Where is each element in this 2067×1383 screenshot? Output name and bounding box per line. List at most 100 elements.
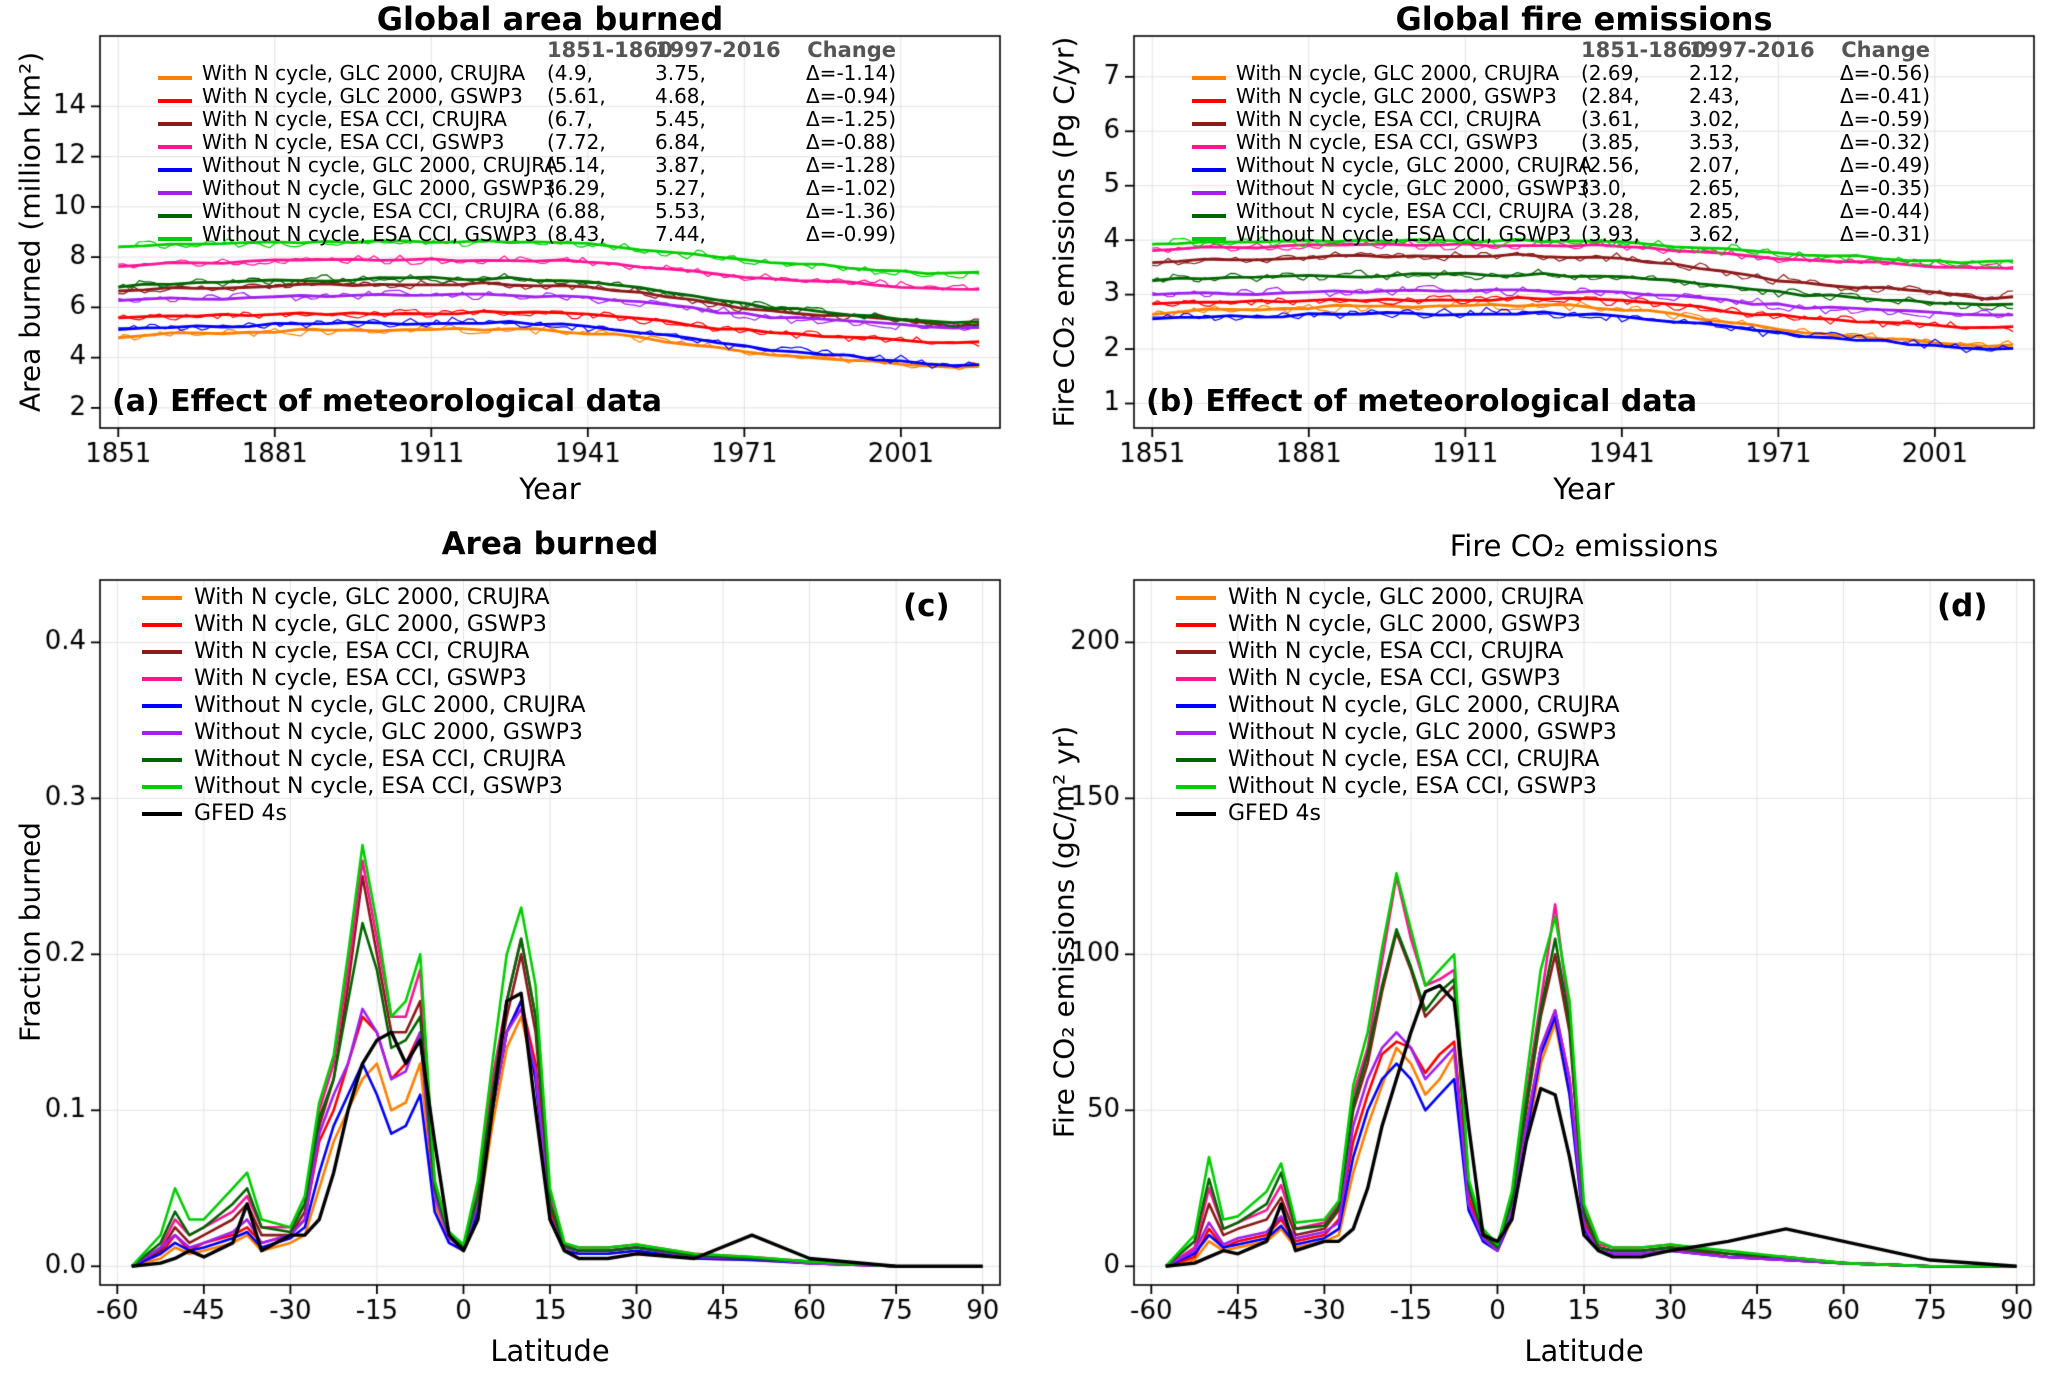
panel-a-plot-canvas (0, 0, 1033, 520)
legend-label: Without N cycle, ESA CCI, CRUJRA (202, 199, 540, 223)
legend-value-1997-2016: 5.53, (655, 199, 706, 223)
legend-label: Without N cycle, ESA CCI, GSWP3 (202, 222, 538, 246)
legend-value-1997-2016: 3.75, (655, 61, 706, 85)
panel-c: Area burned Fraction burned Latitude (c)… (0, 520, 1033, 1383)
legend-value-change: Δ=-1.25) (806, 107, 896, 131)
legend-swatch (142, 595, 182, 600)
legend-value-1851-1860: (4.9, (547, 61, 593, 85)
legend-value-change: Δ=-0.31) (1840, 222, 1930, 246)
legend-label: With N cycle, ESA CCI, CRUJRA (1228, 639, 1564, 664)
legend-swatch (1192, 122, 1226, 126)
legend-swatch (142, 730, 182, 735)
legend-label: With N cycle, ESA CCI, CRUJRA (194, 639, 530, 664)
legend-label: Without N cycle, ESA CCI, GSWP3 (194, 774, 563, 799)
legend-label: Without N cycle, ESA CCI, CRUJRA (1236, 199, 1574, 223)
legend-item: Without N cycle, ESA CCI, CRUJRA (1176, 746, 1620, 773)
legend-item: With N cycle, GLC 2000, CRUJRA (1176, 584, 1620, 611)
legend-value-1997-2016: 3.02, (1689, 107, 1740, 131)
panel-d-label: (d) (1937, 588, 1988, 624)
legend-label: Without N cycle, GLC 2000, CRUJRA (1228, 693, 1620, 718)
legend-label: Without N cycle, GLC 2000, GSWP3 (202, 176, 556, 200)
legend-swatch (1176, 703, 1216, 708)
legend-item: Without N cycle, ESA CCI, CRUJRA (6.88, 5.… (158, 199, 896, 223)
legend-value-change: Δ=-0.56) (1840, 61, 1930, 85)
panel-d-legend: With N cycle, GLC 2000, CRUJRA With N cyc… (1176, 584, 1620, 827)
legend-swatch (1192, 214, 1226, 218)
legend-value-change: Δ=-0.88) (806, 130, 896, 154)
panel-a-ylabel: Area burned (million km²) (13, 51, 47, 413)
legend-value-1997-2016: 3.53, (1689, 130, 1740, 154)
panel-c-plot-canvas (0, 520, 1033, 1383)
panel-b: Global fire emissions Fire CO₂ emissions… (1034, 0, 2067, 520)
legend-swatch (1192, 191, 1226, 195)
legend-value-change: Δ=-0.44) (1840, 199, 1930, 223)
legend-value-1997-2016: 3.87, (655, 153, 706, 177)
legend-header-col2: 1997-2016 (655, 38, 781, 62)
legend-label: Without N cycle, ESA CCI, CRUJRA (194, 747, 566, 772)
legend-swatch (142, 676, 182, 681)
legend-item: With N cycle, GLC 2000, CRUJRA (2.69, 2.12… (1192, 61, 1930, 85)
legend-item: With N cycle, GLC 2000, GSWP3 (1176, 611, 1620, 638)
legend-swatch (1176, 811, 1216, 816)
panel-a-title: Global area burned (376, 0, 724, 38)
legend-item: Without N cycle, GLC 2000, CRUJRA (5.14, 3… (158, 153, 896, 177)
legend-value-change: Δ=-0.41) (1840, 84, 1930, 108)
legend-item: Without N cycle, ESA CCI, GSWP3 (142, 773, 586, 800)
legend-value-1851-1860: (8.43, (547, 222, 606, 246)
legend-value-1997-2016: 2.43, (1689, 84, 1740, 108)
legend-label: With N cycle, ESA CCI, GSWP3 (194, 666, 527, 691)
legend-label: Without N cycle, ESA CCI, GSWP3 (1236, 222, 1572, 246)
legend-label: Without N cycle, GLC 2000, GSWP3 (194, 720, 583, 745)
legend-swatch (1192, 237, 1226, 241)
legend-label: With N cycle, ESA CCI, GSWP3 (1228, 666, 1561, 691)
legend-value-1851-1860: (2.56, (1581, 153, 1640, 177)
legend-value-1997-2016: 2.85, (1689, 199, 1740, 223)
legend-item: Without N cycle, ESA CCI, GSWP3 (1176, 773, 1620, 800)
legend-label: GFED 4s (1228, 801, 1321, 826)
panel-b-ylabel: Fire CO₂ emissions (Pg C/yr) (1047, 36, 1081, 428)
legend-swatch (1176, 622, 1216, 627)
legend-label: Without N cycle, GLC 2000, GSWP3 (1228, 720, 1617, 745)
legend-header-col3: Change (1841, 38, 1930, 62)
legend-item: With N cycle, ESA CCI, GSWP3 (1176, 665, 1620, 692)
legend-label: With N cycle, GLC 2000, CRUJRA (202, 61, 526, 85)
legend-label: With N cycle, GLC 2000, GSWP3 (194, 612, 547, 637)
legend-value-1851-1860: (2.69, (1581, 61, 1640, 85)
legend-item: Without N cycle, GLC 2000, GSWP3 (142, 719, 586, 746)
legend-item: Without N cycle, ESA CCI, GSWP3 (8.43, 7.4… (158, 222, 896, 246)
legend-item: Without N cycle, ESA CCI, CRUJRA (3.28, 2.… (1192, 199, 1930, 223)
legend-item: With N cycle, ESA CCI, CRUJRA (142, 638, 586, 665)
legend-header-col2: 1997-2016 (1689, 38, 1815, 62)
panel-c-legend: With N cycle, GLC 2000, CRUJRA With N cyc… (142, 584, 586, 827)
panel-d-title: Fire CO₂ emissions (1449, 529, 1719, 563)
legend-item: Without N cycle, GLC 2000, GSWP3 (1176, 719, 1620, 746)
legend-swatch (158, 76, 192, 80)
legend-swatch (158, 214, 192, 218)
legend-swatch (158, 168, 192, 172)
legend-label: GFED 4s (194, 801, 287, 826)
legend-item: With N cycle, ESA CCI, CRUJRA (6.7, 5.45, Δ… (158, 107, 896, 131)
panel-b-xlabel: Year (1553, 472, 1615, 506)
panel-b-label: (b) Effect of meteorological data (1146, 384, 1698, 419)
legend-value-1997-2016: 4.68, (655, 84, 706, 108)
legend-value-1997-2016: 2.65, (1689, 176, 1740, 200)
legend-label: With N cycle, GLC 2000, CRUJRA (1228, 585, 1584, 610)
legend-item: With N cycle, GLC 2000, CRUJRA (142, 584, 586, 611)
legend-item: With N cycle, ESA CCI, CRUJRA (3.61, 3.02,… (1192, 107, 1930, 131)
panel-c-title: Area burned (441, 526, 659, 562)
legend-item: With N cycle, GLC 2000, GSWP3 (142, 611, 586, 638)
legend-swatch (142, 811, 182, 816)
legend-item: With N cycle, GLC 2000, GSWP3 (2.84, 2.43,… (1192, 84, 1930, 108)
legend-value-1851-1860: (5.14, (547, 153, 606, 177)
legend-value-change: Δ=-0.99) (806, 222, 896, 246)
legend-item: With N cycle, ESA CCI, GSWP3 (142, 665, 586, 692)
legend-label: With N cycle, GLC 2000, GSWP3 (1228, 612, 1581, 637)
legend-swatch (158, 237, 192, 241)
panel-b-plot-canvas (1034, 0, 2067, 520)
legend-item: With N cycle, GLC 2000, GSWP3 (5.61, 4.68,… (158, 84, 896, 108)
legend-value-1851-1860: (3.61, (1581, 107, 1640, 131)
legend-swatch (1176, 757, 1216, 762)
legend-value-change: Δ=-1.28) (806, 153, 896, 177)
legend-value-1851-1860: (5.61, (547, 84, 606, 108)
